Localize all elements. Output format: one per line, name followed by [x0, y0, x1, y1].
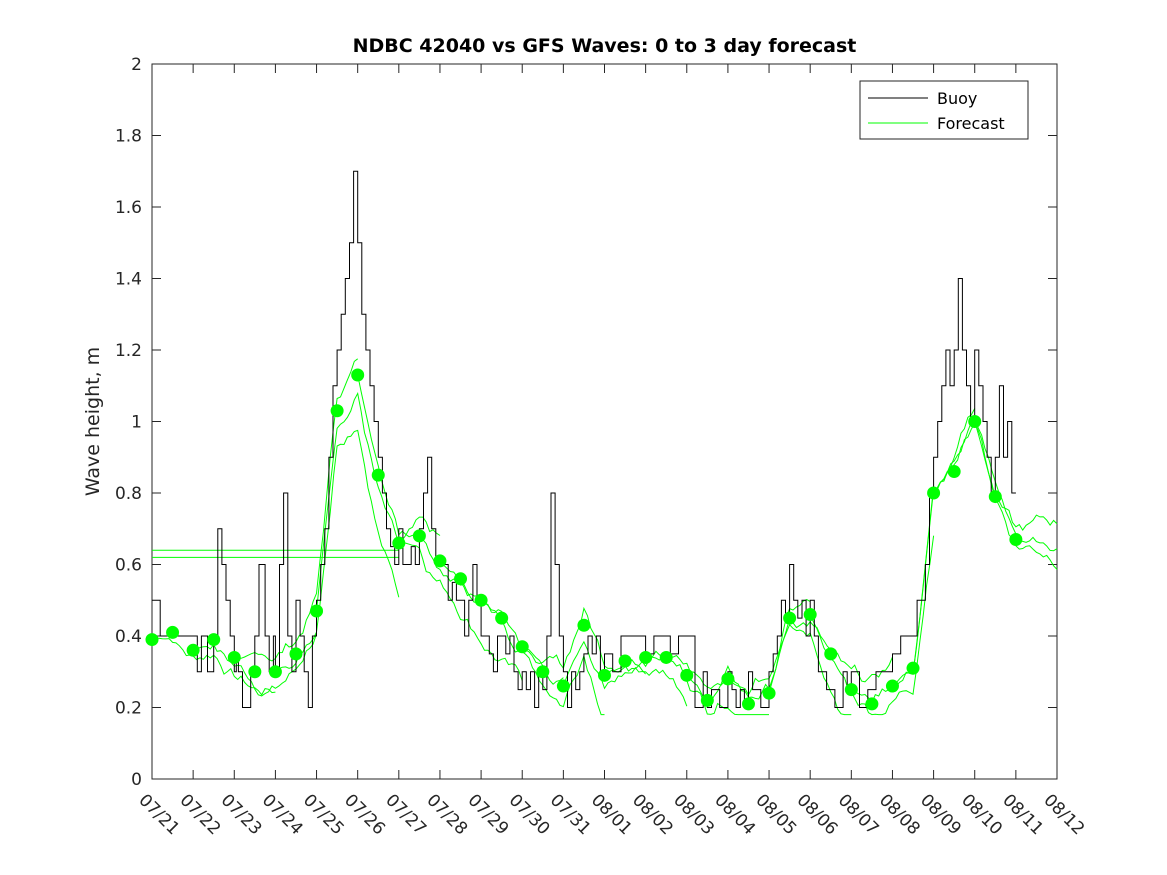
forecast-point	[166, 625, 180, 639]
forecast-line	[1015, 536, 1058, 552]
forecast-point	[680, 668, 694, 682]
y-tick-label: 0	[131, 770, 142, 790]
forecast-point	[906, 661, 920, 675]
x-tick-label: 08/02	[628, 790, 677, 839]
x-tick-label: 07/26	[340, 790, 389, 839]
forecast-point	[988, 490, 1002, 504]
forecast-point	[556, 679, 570, 693]
y-tick-label: 1.6	[115, 198, 142, 218]
y-tick-label: 2	[131, 55, 142, 75]
x-tick-label: 08/07	[834, 790, 883, 839]
y-tick-label: 0.8	[115, 484, 142, 504]
x-tick-label: 07/21	[134, 790, 183, 839]
forecast-line	[974, 421, 1058, 532]
forecast-point	[741, 697, 755, 711]
forecast-point	[515, 640, 529, 654]
forecast-point	[248, 665, 262, 679]
x-tick-label: 07/25	[299, 790, 348, 839]
x-tick-label: 08/11	[998, 790, 1047, 839]
forecast-point	[659, 650, 673, 664]
forecast-point	[474, 593, 488, 607]
x-tick-label: 07/31	[546, 790, 595, 839]
x-tick-label: 07/27	[381, 790, 430, 839]
forecast-point	[762, 686, 776, 700]
forecast-line	[851, 408, 976, 705]
forecast-point	[1009, 532, 1023, 546]
y-tick-label: 1	[131, 413, 142, 433]
forecast-point	[392, 536, 406, 550]
legend-label-forecast: Forecast	[937, 114, 1005, 133]
y-axis-label: Wave height, m	[82, 347, 104, 496]
forecast-point	[824, 647, 838, 661]
y-tick-label: 1.4	[115, 270, 142, 290]
x-tick-label: 08/05	[752, 790, 801, 839]
forecast-line	[398, 542, 523, 681]
x-tick-label: 08/01	[587, 790, 636, 839]
x-tick-label: 08/10	[957, 790, 1006, 839]
forecast-point	[885, 679, 899, 693]
legend-box	[859, 80, 1029, 140]
forecast-point	[639, 650, 653, 664]
x-tick-label: 07/22	[176, 790, 225, 839]
forecast-point	[310, 604, 324, 618]
x-tick-label: 08/09	[916, 790, 965, 839]
x-tick-label: 08/12	[1039, 790, 1088, 839]
forecast-point	[721, 672, 735, 686]
x-tick-label: 08/03	[669, 790, 718, 839]
y-tick-label: 0.4	[115, 627, 142, 647]
x-tick-label: 08/04	[710, 790, 759, 839]
forecast-point	[330, 404, 344, 418]
forecast-point	[927, 486, 941, 500]
forecast-point	[227, 650, 241, 664]
forecast-point	[289, 647, 303, 661]
forecast-point	[947, 465, 961, 479]
forecast-point	[207, 633, 221, 647]
forecast-point	[700, 693, 714, 707]
forecast-point	[145, 633, 159, 647]
forecast-point	[268, 665, 282, 679]
forecast-point	[186, 643, 200, 657]
forecast-line	[316, 392, 441, 612]
forecast-point	[577, 618, 591, 632]
x-tick-label: 07/24	[258, 790, 307, 839]
forecast-line	[562, 640, 688, 707]
forecast-point	[783, 611, 797, 625]
x-tick-label: 08/06	[793, 790, 842, 839]
y-tick-label: 0.6	[115, 556, 142, 576]
chart-title: NDBC 42040 vs GFS Waves: 0 to 3 day fore…	[353, 35, 857, 57]
x-tick-label: 07/23	[217, 790, 266, 839]
x-tick-label: 07/29	[464, 790, 513, 839]
forecast-point	[865, 697, 879, 711]
forecast-point	[844, 683, 858, 697]
forecast-point	[351, 368, 365, 382]
forecast-point	[454, 572, 468, 586]
x-tick-label: 07/28	[422, 790, 471, 839]
forecast-point	[536, 665, 550, 679]
forecast-point	[968, 415, 982, 428]
forecast-point	[495, 611, 509, 625]
forecast-line	[357, 374, 482, 604]
forecast-line	[275, 429, 400, 673]
forecast-point	[803, 608, 817, 622]
y-tick-label: 1.8	[115, 127, 142, 147]
forecast-point	[412, 529, 426, 543]
forecast-point	[618, 654, 632, 668]
legend-label-buoy: Buoy	[937, 89, 977, 108]
y-tick-label: 0.2	[115, 699, 142, 719]
x-tick-label: 07/30	[505, 790, 554, 839]
forecast-point	[433, 554, 447, 568]
forecast-point	[598, 668, 611, 682]
forecast-point	[371, 468, 385, 482]
x-tick-label: 08/08	[875, 790, 924, 839]
y-tick-label: 1.2	[115, 341, 142, 361]
